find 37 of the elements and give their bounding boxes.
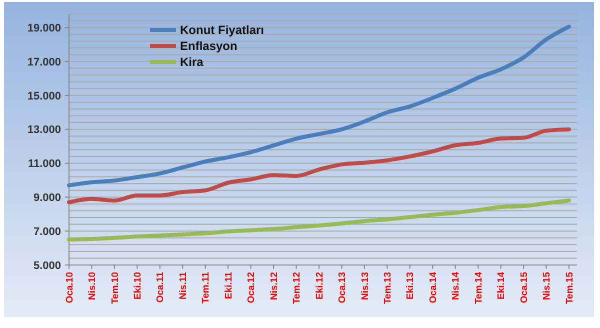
y-tick-label: 7.000 xyxy=(33,226,61,238)
x-tick-label: Eki.13 xyxy=(405,272,416,300)
legend-label: Kira xyxy=(180,55,204,70)
x-tick-label: Tem.11 xyxy=(200,271,212,304)
x-tick-label: Oca.14 xyxy=(428,271,439,304)
x-tick-label: Tem.13 xyxy=(382,272,394,304)
x-tick-label: Oca.11 xyxy=(155,271,166,303)
x-tick-label: Oca.15 xyxy=(518,271,530,304)
y-tick-label: 19.000 xyxy=(27,22,61,34)
x-tick-label: Tem.14 xyxy=(473,271,484,304)
x-tick-label: Tem.10 xyxy=(110,272,121,304)
line-series xyxy=(67,24,571,188)
x-tick-label: Nis.11 xyxy=(178,271,189,300)
x-tick-label: Nis.14 xyxy=(450,271,462,300)
y-tick-label: 5.000 xyxy=(33,260,61,272)
x-tick-label: Oca.10 xyxy=(64,272,76,304)
y-tick-label: 11.000 xyxy=(28,158,61,170)
x-tick-label: Oca.12 xyxy=(246,272,258,304)
x-tick-label: Tem.15 xyxy=(564,271,576,304)
x-tick-label: Tem.12 xyxy=(292,272,303,304)
x-tick-label: Nis.15 xyxy=(542,271,553,300)
x-tick-label: Nis.10 xyxy=(87,272,98,300)
legend-label: Enflasyon xyxy=(180,39,238,54)
x-tick-label: Eki.10 xyxy=(132,272,144,300)
y-tick-label: 15.000 xyxy=(27,90,61,102)
x-tick-label: Eki.11 xyxy=(223,271,234,299)
x-tick-label: Nis.13 xyxy=(360,272,371,300)
line-series xyxy=(67,127,571,204)
legend-label: Konut Fiyatları xyxy=(180,23,264,38)
x-tick-label: Nis.12 xyxy=(268,272,280,300)
line-series xyxy=(67,198,571,242)
y-tick-label: 9.000 xyxy=(33,192,61,204)
x-tick-label: Eki.12 xyxy=(314,272,326,300)
x-tick-label: Oca.13 xyxy=(337,272,348,304)
y-tick-label: 13.000 xyxy=(27,124,61,136)
y-tick-label: 17.000 xyxy=(27,56,61,68)
x-tick-label: Eki.14 xyxy=(496,271,508,300)
